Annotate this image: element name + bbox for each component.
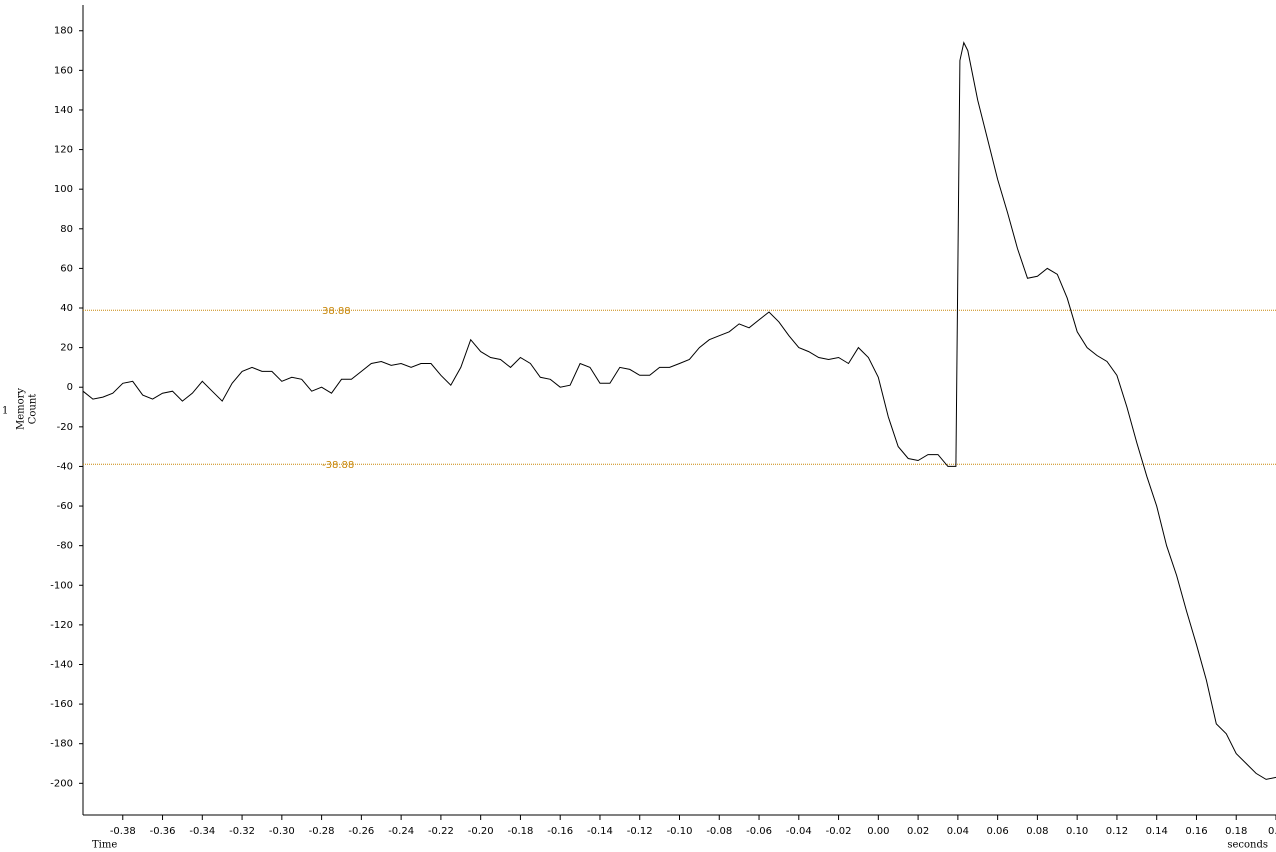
y-tick-label: 120 bbox=[54, 145, 73, 156]
x-tick-label: -0.14 bbox=[587, 826, 613, 837]
data-line bbox=[82, 41, 1276, 780]
x-tick-label: 0.08 bbox=[1026, 826, 1048, 837]
y-tick-label: -180 bbox=[50, 739, 73, 750]
x-tick-label: -0.30 bbox=[269, 826, 295, 837]
y-tick-label: -40 bbox=[57, 461, 73, 472]
y-tick-label: -20 bbox=[57, 422, 73, 433]
threshold-label: -38.88 bbox=[322, 460, 354, 471]
x-tick-label: 0.00 bbox=[867, 826, 889, 837]
x-tick-label: -0.16 bbox=[547, 826, 573, 837]
y-tick-label: 160 bbox=[54, 65, 73, 76]
y-tick-label: -80 bbox=[57, 541, 73, 552]
x-tick-label: 0.14 bbox=[1146, 826, 1168, 837]
x-tick-label: 0.18 bbox=[1225, 826, 1247, 837]
x-tick-label: -0.04 bbox=[786, 826, 812, 837]
y-tick-label: 60 bbox=[60, 263, 73, 274]
x-tick-label: -0.12 bbox=[627, 826, 653, 837]
y-tick-label: 100 bbox=[54, 184, 73, 195]
x-unit: seconds bbox=[1227, 840, 1268, 851]
x-tick-label: 0.2 bbox=[1268, 826, 1276, 837]
y-tick-label: 40 bbox=[60, 303, 73, 314]
x-label: Time bbox=[92, 840, 117, 851]
y-tick-label: 180 bbox=[54, 26, 73, 37]
x-tick-label: -0.08 bbox=[706, 826, 732, 837]
x-tick-label: -0.24 bbox=[388, 826, 414, 837]
x-tick-label: -0.02 bbox=[826, 826, 852, 837]
y-tick-label: -60 bbox=[57, 501, 73, 512]
channel-label: 1 bbox=[2, 406, 8, 417]
x-tick-label: 0.10 bbox=[1066, 826, 1088, 837]
x-tick-label: -0.28 bbox=[309, 826, 335, 837]
y-tick-label: -100 bbox=[50, 580, 73, 591]
x-tick-label: -0.20 bbox=[468, 826, 494, 837]
y-tick-label: 20 bbox=[60, 343, 73, 354]
x-tick-label: -0.36 bbox=[150, 826, 176, 837]
x-tick-label: 0.06 bbox=[987, 826, 1009, 837]
x-tick-label: -0.32 bbox=[229, 826, 255, 837]
y-tick-label: -120 bbox=[50, 620, 73, 631]
x-tick-label: -0.22 bbox=[428, 826, 454, 837]
y-tick-label: 0 bbox=[67, 382, 73, 393]
y-tick-label: -140 bbox=[50, 659, 73, 670]
x-tick-label: -0.26 bbox=[348, 826, 374, 837]
y-label: Memory bbox=[16, 388, 27, 430]
x-tick-label: -0.06 bbox=[746, 826, 772, 837]
x-tick-label: -0.18 bbox=[507, 826, 533, 837]
y-tick-label: 80 bbox=[60, 224, 73, 235]
x-tick-label: 0.04 bbox=[947, 826, 969, 837]
x-tick-label: -0.34 bbox=[189, 826, 215, 837]
y-label: Count bbox=[28, 394, 39, 425]
x-tick-label: -0.10 bbox=[667, 826, 693, 837]
x-tick-label: -0.38 bbox=[110, 826, 136, 837]
y-tick-label: -160 bbox=[50, 699, 73, 710]
x-tick-label: 0.12 bbox=[1106, 826, 1128, 837]
x-tick-label: 0.16 bbox=[1185, 826, 1207, 837]
x-tick-label: 0.02 bbox=[907, 826, 929, 837]
threshold-label: 38.88 bbox=[322, 306, 351, 317]
y-tick-label: 140 bbox=[54, 105, 73, 116]
y-tick-label: -200 bbox=[50, 778, 73, 789]
